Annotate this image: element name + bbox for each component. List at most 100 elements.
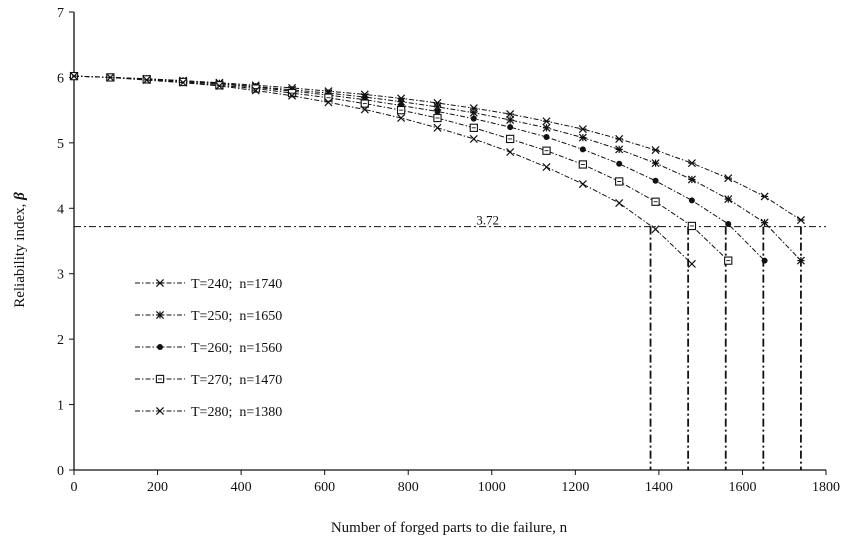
data-point [469, 108, 478, 117]
data-point [69, 72, 79, 81]
data-point [796, 256, 805, 265]
data-point [397, 113, 406, 123]
legend-label: T=280; n=1380 [191, 405, 282, 420]
data-point [433, 123, 442, 132]
data-point [724, 256, 733, 265]
legend-label: T=270; n=1470 [191, 373, 282, 388]
data-point [433, 113, 442, 123]
data-point [725, 220, 732, 227]
data-point [687, 221, 697, 231]
data-point [724, 195, 733, 204]
series-group [69, 71, 805, 268]
axes: 0 200 400 600 800 1000 1200 1400 1600 1800 0 1 2 3 4 5 6… [57, 6, 840, 495]
x-tick-label: 1200 [561, 480, 589, 495]
data-point [578, 180, 587, 189]
data-point [615, 199, 624, 208]
data-point [470, 115, 477, 122]
data-point [615, 134, 624, 143]
data-point [155, 278, 165, 288]
y-axis-label-symbol: β [12, 192, 28, 201]
data-point [724, 174, 733, 183]
data-point [506, 110, 515, 119]
data-point [506, 115, 515, 124]
y-tick-label: 3 [57, 268, 64, 283]
data-point [287, 88, 297, 98]
legend-entry: T=260; n=1560 [135, 341, 282, 356]
data-point [251, 86, 260, 95]
data-point [615, 145, 624, 154]
data-point [651, 146, 660, 155]
data-point [288, 91, 297, 100]
data-point [506, 147, 515, 157]
data-point [651, 159, 660, 168]
x-tick-label: 1400 [645, 480, 673, 495]
data-point [507, 124, 514, 131]
legend-label: T=240; n=1740 [191, 277, 282, 292]
data-point [155, 406, 165, 416]
legend-label: T=250; n=1650 [191, 309, 282, 324]
data-point [142, 76, 151, 85]
legend-label: T=260; n=1560 [191, 341, 282, 356]
data-point [651, 225, 660, 234]
data-point [469, 134, 478, 143]
failure-guides: 3.72 [74, 213, 826, 470]
data-point [651, 197, 660, 206]
data-point [542, 146, 551, 155]
data-point [157, 344, 163, 350]
y-axis-label: Reliability index, β [12, 192, 28, 308]
legend-entry: T=250; n=1650 [135, 309, 282, 324]
legend: T=240; n=1740 T=250; n=1650 T=260; n=1560 T… [135, 277, 282, 420]
data-point [761, 257, 768, 264]
data-point [543, 133, 550, 140]
x-tick-label: 200 [147, 480, 168, 495]
data-point [469, 123, 478, 132]
x-tick-label: 400 [231, 480, 252, 495]
x-tick-label: 600 [314, 480, 335, 495]
x-tick-label: 1600 [728, 480, 756, 495]
data-point [324, 93, 333, 102]
data-point [179, 78, 188, 87]
data-point [433, 98, 442, 107]
data-point [434, 108, 441, 115]
data-point [506, 134, 515, 144]
data-point [155, 374, 165, 384]
data-point [687, 259, 696, 268]
data-point [688, 197, 695, 204]
x-tick-label: 1000 [478, 480, 506, 495]
data-point [579, 146, 586, 153]
data-point [542, 163, 551, 172]
legend-entry: T=270; n=1470 [135, 373, 282, 388]
x-axis-label: Number of forged parts to die failure, n [331, 520, 568, 536]
data-point [760, 218, 769, 227]
data-point [616, 160, 623, 167]
data-point [155, 310, 165, 320]
threshold-label: 3.72 [476, 213, 499, 228]
data-point [215, 81, 224, 90]
data-point [324, 98, 333, 107]
x-tick-label: 1800 [812, 480, 840, 495]
y-tick-label: 4 [57, 202, 64, 217]
data-point [360, 99, 369, 108]
data-point [760, 192, 769, 201]
legend-entry: T=280; n=1380 [135, 405, 282, 420]
y-axis-label-text: Reliability index, [12, 204, 28, 308]
series-line [73, 75, 693, 265]
y-tick-label: 6 [57, 71, 64, 86]
legend-entry: T=240; n=1740 [135, 277, 282, 292]
series [69, 72, 805, 265]
data-point [542, 123, 551, 132]
x-tick-label: 0 [71, 480, 78, 495]
data-point [578, 125, 587, 134]
series-line [73, 75, 765, 261]
data-point [360, 105, 369, 114]
data-point [578, 160, 588, 169]
y-tick-label: 5 [57, 137, 64, 152]
data-point [687, 175, 696, 184]
y-tick-label: 2 [57, 333, 64, 348]
y-tick-label: 7 [57, 6, 64, 21]
y-tick-label: 0 [57, 464, 64, 479]
data-point [687, 159, 696, 168]
data-point [615, 177, 624, 186]
data-point [106, 73, 115, 82]
